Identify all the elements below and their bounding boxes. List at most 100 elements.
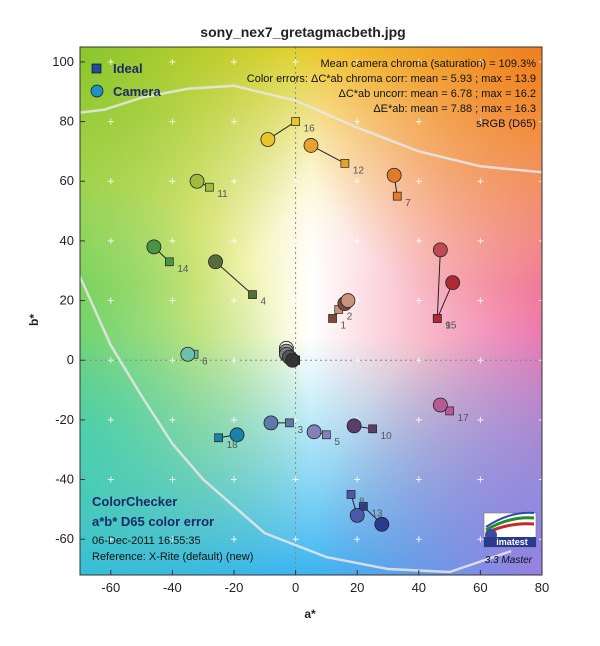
- grid-cross: [107, 297, 114, 304]
- annotation-delta-e: ΔE*ab: mean = 7.88 ; max = 16.3: [373, 103, 536, 115]
- x-tick-label: 60: [473, 580, 487, 595]
- annotation-chroma: Mean camera chroma (saturation) = 109.3%: [320, 58, 536, 70]
- patch-label-10: 10: [381, 431, 393, 442]
- patch-label-9: 9: [445, 320, 451, 331]
- annotation-uncorr: ΔC*ab uncorr: mean = 6.78 ; max = 16.2: [338, 88, 536, 100]
- patch-label-5: 5: [334, 437, 340, 448]
- ideal-point-4: [248, 290, 257, 299]
- grid-cross: [539, 357, 542, 364]
- grid-cross: [292, 476, 299, 483]
- ideal-point-12: [340, 158, 350, 168]
- ideal-point-1: [328, 314, 337, 323]
- y-tick-label: 20: [60, 293, 74, 308]
- camera-point-12: [303, 138, 319, 153]
- camera-point-11: [189, 173, 205, 189]
- grid-cross: [169, 58, 176, 65]
- patch-label-3: 3: [297, 425, 303, 436]
- grid-cross: [415, 178, 422, 185]
- camera-point-8: [349, 507, 365, 523]
- grid-cross: [107, 357, 114, 364]
- grid-cross: [107, 536, 114, 543]
- patch-label-15: 15: [445, 320, 457, 331]
- grid-cross: [477, 118, 484, 125]
- y-tick-label: -20: [55, 412, 74, 427]
- annotation-chroma-corr: Color errors: ΔC*ab chroma corr: mean = …: [247, 73, 536, 85]
- grid-cross: [292, 58, 299, 65]
- grid-cross: [292, 536, 299, 543]
- grid-cross: [231, 58, 237, 65]
- camera-point-24: [285, 352, 300, 368]
- ideal-point-18: [214, 433, 223, 443]
- plot-frame: [79, 46, 543, 576]
- grid-cross: [539, 178, 542, 185]
- grid-cross: [415, 297, 422, 304]
- grid-cross: [477, 297, 484, 304]
- grid-cross: [539, 237, 542, 244]
- camera-point-7: [386, 167, 402, 183]
- grid-cross: [169, 297, 176, 304]
- x-tick-label: 20: [350, 580, 364, 595]
- grid-cross: [539, 536, 542, 543]
- x-tick-label: -60: [101, 580, 120, 595]
- patch-label-4: 4: [260, 297, 266, 308]
- grid-cross: [292, 237, 299, 244]
- legend-ideal-label: Ideal: [113, 61, 143, 76]
- grid-cross: [231, 476, 237, 483]
- grid-cross: [354, 476, 361, 483]
- grid-cross: [169, 536, 176, 543]
- error-line-9: [436, 249, 441, 319]
- grid-cross: [477, 476, 484, 483]
- grid-cross: [169, 237, 176, 244]
- axis-ticks: -60 -40 -20 0 20 40 60 80 100 80 60 40 20 0 -20 -40 -60: [52, 54, 549, 595]
- grid-cross: [354, 357, 361, 364]
- grid-cross: [477, 357, 484, 364]
- grid-cross: [231, 237, 237, 244]
- camera-point-4: [208, 254, 223, 270]
- grid-cross: [539, 476, 542, 483]
- info-title: ColorChecker: [92, 494, 177, 509]
- patch-label-16: 16: [304, 124, 316, 135]
- grid-cross: [169, 476, 176, 483]
- grid-cross: [107, 416, 114, 423]
- grid-cross: [415, 58, 422, 65]
- grid-cross: [231, 536, 237, 543]
- legend-camera-label: Camera: [113, 84, 161, 99]
- y-tick-label: -60: [55, 531, 74, 546]
- patch-label-1: 1: [341, 320, 347, 331]
- camera-point-13: [374, 516, 390, 532]
- ideal-point-16: [291, 117, 300, 126]
- grid-cross: [477, 536, 484, 543]
- info-subtitle: a*b* D65 color error: [92, 514, 214, 529]
- grid-cross: [415, 237, 422, 244]
- patch-label-2: 2: [347, 312, 353, 323]
- y-tick-label: 80: [60, 114, 74, 129]
- ideal-point-5: [322, 430, 331, 440]
- imatest-logo: imatest 3.3 Master: [483, 511, 537, 566]
- grid-cross: [231, 297, 237, 304]
- ideal-point-14: [164, 257, 174, 267]
- annotation-color-space: sRGB (D65): [476, 118, 536, 130]
- camera-point-2: [340, 293, 356, 308]
- grid-cross: [169, 178, 176, 185]
- legend-ideal-marker: [91, 63, 102, 74]
- patch-label-12: 12: [353, 165, 365, 176]
- patch-label-6: 6: [202, 356, 208, 367]
- camera-point-14: [146, 239, 162, 255]
- grid-cross: [415, 536, 422, 543]
- plot-background: [80, 47, 542, 575]
- grid-cross: [107, 118, 114, 125]
- grid-cross: [292, 297, 299, 304]
- y-tick-label: 0: [67, 352, 74, 367]
- grid-cross: [169, 357, 176, 364]
- grid-cross: [539, 297, 542, 304]
- grid-cross: [231, 178, 237, 185]
- camera-point-6: [180, 346, 196, 362]
- grid-cross: [107, 237, 114, 244]
- grid-cross: [354, 536, 361, 543]
- grid-cross: [231, 118, 237, 125]
- grid-cross: [539, 58, 542, 65]
- chart-title: sony_nex7_gretagmacbeth.jpg: [200, 24, 405, 40]
- grid-cross: [477, 237, 484, 244]
